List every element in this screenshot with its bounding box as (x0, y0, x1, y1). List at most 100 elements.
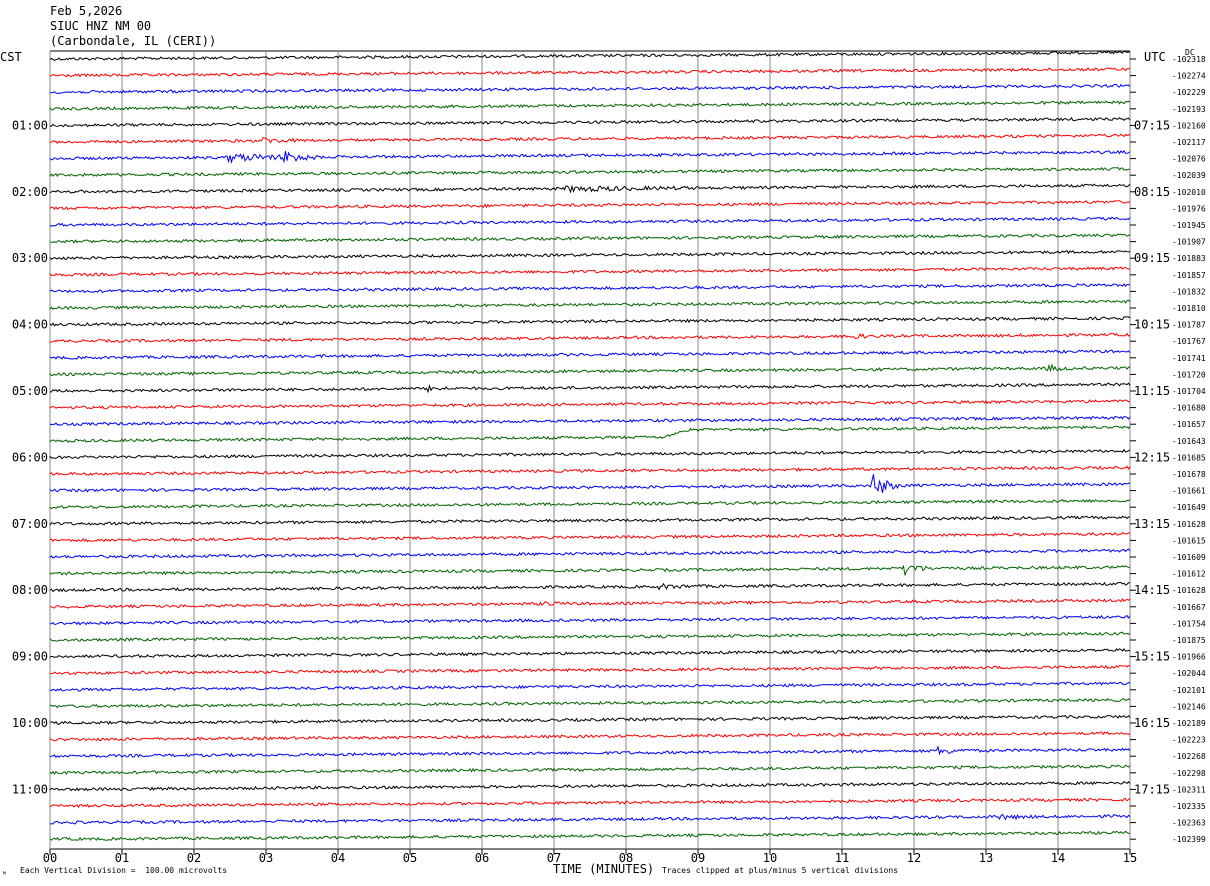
dc-offset-label: -102160 (1172, 121, 1206, 130)
logo-icon: ᴹ (2, 870, 7, 879)
trace-line (49, 316, 1131, 327)
dc-offset-label: -102223 (1172, 736, 1206, 745)
trace-line (49, 83, 1131, 95)
trace-line (49, 448, 1131, 460)
x-tick-label: 09 (691, 851, 705, 865)
trace-line (49, 830, 1131, 841)
trace-line (49, 648, 1131, 659)
x-tick-label: 05 (403, 851, 417, 865)
left-time-label: 04:00 (12, 318, 48, 332)
dc-offset-label: -102117 (1172, 138, 1206, 147)
right-time-label: 11:15 (1134, 384, 1170, 398)
left-time-label: 01:00 (12, 118, 48, 132)
trace-line (49, 797, 1131, 809)
left-time-label: 02:00 (12, 185, 48, 199)
trace-line (49, 531, 1131, 543)
dc-offset-label: -101680 (1172, 404, 1206, 413)
dc-offset-label: -102039 (1172, 171, 1206, 180)
dc-offset-label: -101720 (1172, 370, 1206, 379)
trace-line (49, 266, 1131, 277)
dc-offset-label: -102229 (1172, 88, 1206, 97)
dc-offset-label: -101628 (1172, 520, 1206, 529)
right-time-label: 12:15 (1134, 450, 1170, 464)
dc-offset-label: -101754 (1172, 619, 1206, 628)
trace-line (49, 564, 1131, 576)
dc-offset-label: -102193 (1172, 105, 1206, 114)
right-time-label: 07:15 (1134, 118, 1170, 132)
x-tick-label: 10 (763, 851, 777, 865)
trace-line (49, 283, 1131, 294)
trace-line (49, 813, 1131, 825)
trace-line (49, 780, 1131, 792)
dc-offset-label: -101945 (1172, 221, 1206, 230)
dc-offset-label: -101787 (1172, 321, 1206, 330)
header-date: Feb 5,2026 (50, 4, 123, 18)
right-time-label: 13:15 (1134, 517, 1170, 531)
trace-line (49, 382, 1131, 394)
x-tick-label: 15 (1123, 851, 1137, 865)
trace-line (49, 614, 1131, 626)
dc-offset-label: -102146 (1172, 702, 1206, 711)
header-location: (Carbondale, IL (CERI)) (50, 34, 217, 48)
trace-line (49, 133, 1131, 145)
trace-line (49, 166, 1131, 178)
trace-line (49, 100, 1131, 111)
left-time-label: 11:00 (12, 782, 48, 796)
dc-offset-label: -101609 (1172, 553, 1206, 562)
dc-offset-label: -101678 (1172, 470, 1206, 479)
dc-offset-label: -102399 (1172, 835, 1206, 844)
trace-line (49, 299, 1131, 311)
x-tick-label: 12 (907, 851, 921, 865)
dc-offset-label: -102363 (1172, 819, 1206, 828)
dc-offset-label: -101612 (1172, 570, 1206, 579)
dc-offset-label: -101875 (1172, 636, 1206, 645)
right-time-label: 16:15 (1134, 716, 1170, 730)
right-time-label: 15:15 (1134, 650, 1170, 664)
dc-offset-label: -101857 (1172, 271, 1206, 280)
left-time-label: 10:00 (12, 716, 48, 730)
dc-offset-label: -102335 (1172, 802, 1206, 811)
trace-line (49, 498, 1131, 510)
dc-offset-label: -101883 (1172, 254, 1206, 263)
trace-line (49, 216, 1131, 227)
x-tick-label: 04 (331, 851, 345, 865)
dc-offset-label: -101767 (1172, 337, 1206, 346)
dc-offset-label: -102044 (1172, 669, 1206, 678)
trace-line (49, 200, 1131, 211)
dc-offset-label: -101661 (1172, 487, 1206, 496)
x-tick-label: 02 (187, 851, 201, 865)
trace-line (49, 664, 1131, 676)
trace-line (49, 581, 1130, 593)
scale-note: Each Vertical Division = 100.00 microvol… (20, 866, 228, 875)
dc-offset-label: -102076 (1172, 155, 1206, 164)
dc-offset-label: -102274 (1172, 72, 1206, 81)
x-tick-label: 07 (547, 851, 561, 865)
header-station: SIUC HNZ NM 00 (50, 19, 152, 33)
trace-line (50, 598, 1131, 609)
dc-offset-label: -102010 (1172, 188, 1206, 197)
trace-line (49, 697, 1131, 709)
x-tick-label: 11 (835, 851, 849, 865)
trace-line (49, 764, 1131, 775)
dc-offset-label: -102311 (1172, 785, 1206, 794)
dc-offset-label: -101643 (1172, 437, 1206, 446)
right-time-label: 14:15 (1134, 583, 1170, 597)
dc-label: DC (1185, 48, 1195, 57)
trace-line (49, 415, 1131, 426)
trace-line (49, 548, 1131, 559)
dc-offset-label: -101832 (1172, 287, 1206, 296)
dc-offset-label: -102268 (1172, 752, 1206, 761)
left-time-label: 09:00 (12, 650, 48, 664)
trace-line (49, 745, 1131, 759)
x-tick-label: 00 (43, 851, 57, 865)
trace-line (49, 465, 1131, 476)
right-time-label: 17:15 (1134, 782, 1170, 796)
dc-offset-label: -102318 (1172, 55, 1206, 64)
x-tick-label: 13 (979, 851, 993, 865)
dc-offset-label: -102101 (1172, 686, 1206, 695)
trace-line (49, 731, 1131, 742)
trace-line (49, 631, 1131, 642)
dc-offset-label: -101628 (1172, 586, 1206, 595)
trace-line (49, 363, 1131, 377)
